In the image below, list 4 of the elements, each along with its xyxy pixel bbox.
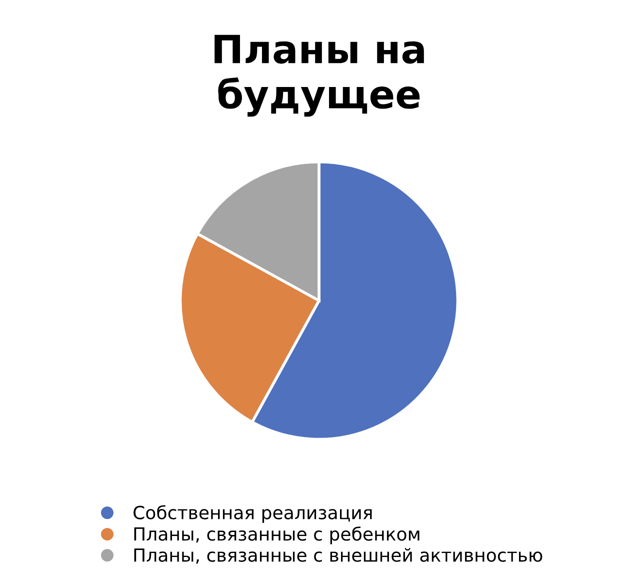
chart-title: Планы на будущее: [214, 34, 424, 117]
legend-label: Планы, связанные с внешней активностью: [134, 548, 542, 564]
legend-label: Собственная реализация: [134, 505, 372, 523]
legend-label: Планы, связанные с ребенком: [134, 526, 420, 544]
